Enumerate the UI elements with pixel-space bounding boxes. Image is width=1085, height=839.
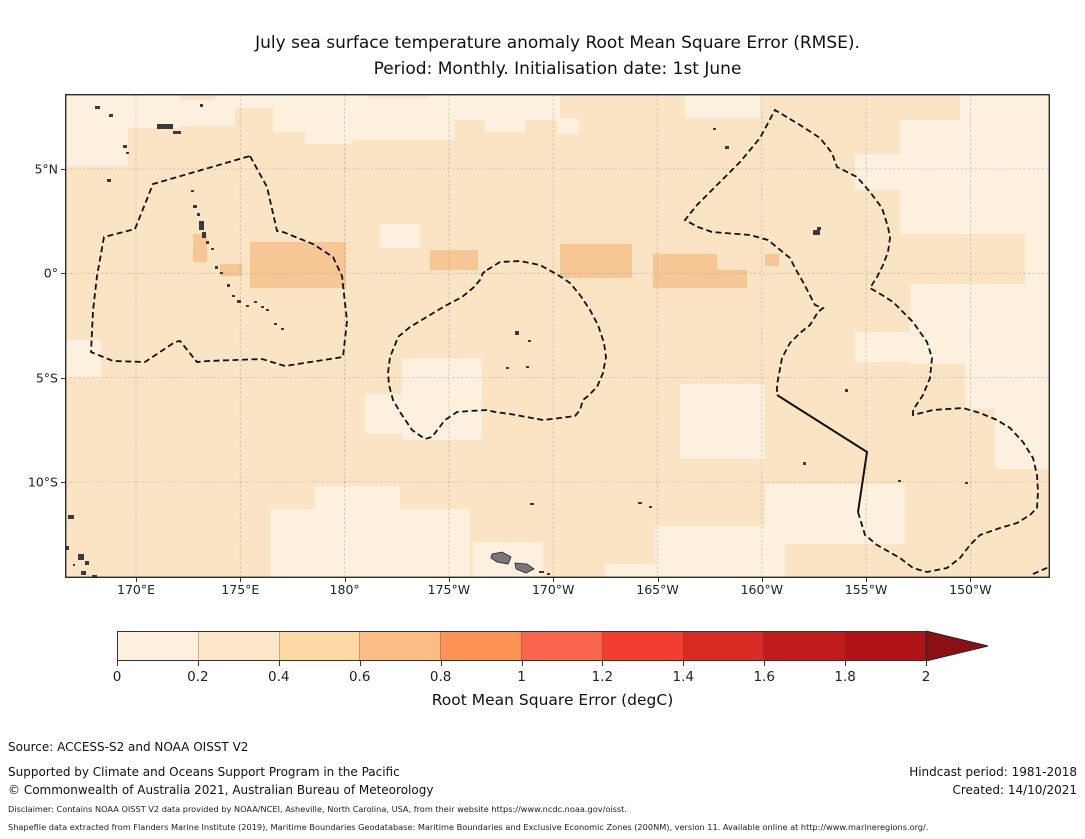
colorbar-tick-label: 0.8 [429,669,452,685]
colorbar-ticks: 0 0.2 0.4 0.6 0.8 1 1.2 1.4 1.6 1.8 2 [113,661,930,687]
eez-boundaries [90,108,1050,575]
colorbar-segment [763,632,845,660]
x-tick-label: 175°E [221,582,260,597]
colorbar-segment [440,632,521,660]
x-tick-mark [866,578,868,582]
x-tick-label: 155°W [844,582,888,597]
y-tick-mark [61,481,65,483]
x-tick-label: 160°W [740,582,784,597]
support-text: Supported by Climate and Oceans Support … [8,765,400,779]
y-tick-mark [61,377,65,379]
x-tick-label: 150°W [949,582,992,597]
graticule-gridlines [65,94,1050,578]
colorbar-label: Root Mean Square Error (degC) [431,691,674,709]
colorbar-tick-label: 1.2 [591,669,614,685]
shapefile-attribution-text: Shapefile data extracted from Flanders M… [8,822,929,832]
map-frame [65,94,1050,578]
colorbar-segment [118,632,198,660]
y-tick-label: 5°N [34,161,58,177]
x-tick-mark [657,578,659,582]
colorbar-tick-mark [359,661,361,666]
x-tick-mark [970,578,972,582]
colorbar-tick-mark [764,661,766,666]
colorbar-extend-arrow [926,630,989,662]
map-canvas [65,94,1050,578]
copyright-text: © Commonwealth of Australia 2021, Austra… [8,783,434,797]
x-tick-label: 165°W [636,582,679,597]
x-tick-mark [448,578,450,582]
y-axis-tick-labels: 5°N 0° 5°S 10°S [0,94,58,578]
colorbar-segment [844,632,925,660]
colorbar-segment [601,632,683,660]
hindcast-period-text: Hindcast period: 1981-2018 [909,765,1077,779]
eez-boundary-west [90,154,348,367]
x-tick-label: 170°W [531,582,575,597]
colorbar-tick-label: 1.6 [753,669,775,685]
y-tick-mark [61,273,65,275]
colorbar-tick-mark [926,661,927,666]
colorbar-tick-label: 1.8 [834,669,856,685]
title-line-2: Period: Monthly. Initialisation date: 1s… [373,59,742,79]
low-rmse-patches [65,94,1050,578]
x-tick-mark [136,578,137,582]
colorbar-gradient [117,631,926,661]
colorbar-tick-mark [602,661,604,666]
colorbar-segment [682,632,764,660]
source-text: Source: ACCESS-S2 and NOAA OISST V2 [8,740,249,754]
colorbar-segment [278,632,360,660]
colorbar-tick-mark [521,661,523,666]
colorbar-tick-label: 2 [921,669,931,685]
colorbar-segment [359,632,441,660]
colorbar-segment [197,632,279,660]
figure-title: July sea surface temperature anomaly Roo… [65,30,1050,82]
colorbar-segment [520,632,602,660]
colorbar-tick-mark [440,661,442,666]
created-date-text: Created: 14/10/2021 [952,783,1077,797]
colorbar-tick-label: 1 [517,669,526,685]
colorbar-tick-mark [117,661,118,666]
map-area [65,94,1050,578]
eez-boundary-central [387,260,607,440]
colorbar: 0 0.2 0.4 0.6 0.8 1 1.2 1.4 1.6 1.8 2 Root Mean Sq… [113,630,997,711]
colorbar-tick-mark [197,661,199,666]
eez-boundary-corner [1032,566,1050,575]
island-specks [65,104,968,578]
x-tick-mark [553,578,555,582]
x-tick-mark [240,578,242,582]
x-tick-label: 175°W [427,582,471,597]
high-rmse-patches [193,234,779,288]
colorbar-tick-label: 0.2 [187,669,209,685]
colorbar-tick-label: 0.4 [268,669,290,685]
title-line-1: July sea surface temperature anomaly Roo… [255,33,860,53]
colorbar-tick-mark [278,661,280,666]
disclaimer-text: Disclaimer: Contains NOAA OISST V2 data … [8,804,627,814]
colorbar-tick-mark [683,661,685,666]
x-tick-mark [761,578,763,582]
x-tick-label: 180° [329,582,360,597]
y-tick-label: 5°S [35,370,58,386]
colorbar-tick-mark [845,661,847,666]
x-tick-label: 170°E [116,582,156,597]
colorbar-tick-label: 0 [112,669,122,685]
y-tick-label: 10°S [27,474,58,490]
x-tick-mark [344,578,346,582]
eez-boundary-east [683,108,1039,573]
y-tick-mark [61,169,65,170]
colorbar-tick-label: 1.4 [672,669,695,685]
x-axis-tick-labels: 170°E 175°E 180° 175°W 170°W 165°W 160°W 155°W 1… [65,582,1050,600]
colorbar-tick-label: 0.6 [348,669,371,685]
eez-boundary-solid-segment [776,394,869,513]
y-tick-label: 0° [43,265,58,281]
